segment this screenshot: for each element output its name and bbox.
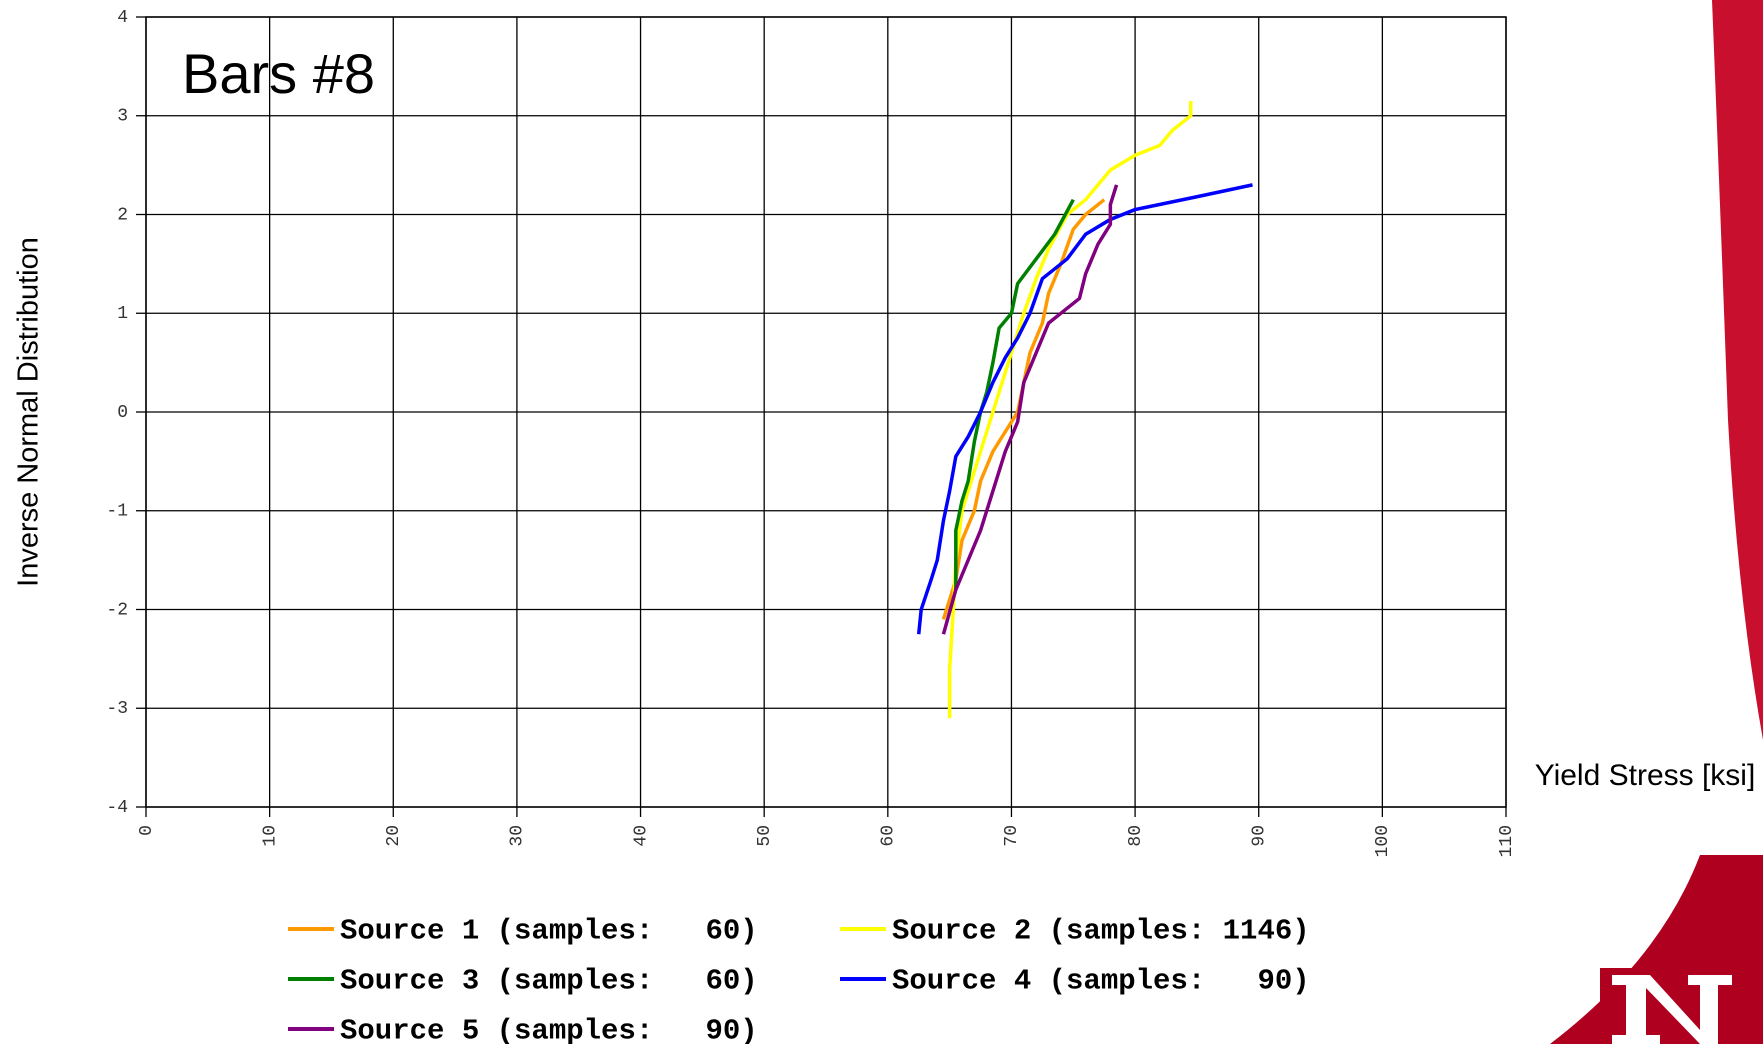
legend-label: Source 1 (samples: 60) (340, 915, 758, 948)
decor-swoosh (1712, 0, 1763, 740)
y-tick-label: -2 (106, 600, 128, 620)
y-tick-label: -1 (106, 502, 128, 522)
x-tick-label: 60 (879, 825, 899, 847)
x-tick-label: 30 (508, 825, 528, 847)
legend-label: Source 4 (samples: 90) (892, 965, 1310, 998)
legend-label: Source 2 (samples: 1146) (892, 915, 1310, 948)
y-tick-label: 3 (117, 107, 128, 127)
x-tick-label: 0 (137, 825, 157, 836)
chart-title: Bars #8 (182, 42, 375, 105)
x-axis-label: Yield Stress [ksi] (1534, 759, 1756, 792)
x-tick-label: 20 (384, 825, 404, 847)
y-tick-label: 2 (117, 205, 128, 225)
data-line (954, 198, 1075, 590)
y-tick-label: 0 (117, 403, 128, 423)
logo-n (1612, 975, 1732, 1044)
y-tick-label: -4 (106, 798, 128, 818)
logo (1600, 968, 1740, 1044)
x-tick-label: 100 (1373, 825, 1393, 857)
legend-label: Source 5 (samples: 90) (340, 1015, 758, 1044)
y-tick-label: -3 (106, 699, 128, 719)
legend-label: Source 3 (samples: 60) (340, 965, 758, 998)
data-line (941, 198, 1106, 620)
x-tick-label: 90 (1249, 825, 1269, 847)
x-tick-label: 40 (631, 825, 651, 847)
y-tick-label: 1 (117, 304, 128, 324)
x-tick-label: 50 (755, 825, 775, 847)
x-tick-label: 10 (260, 825, 280, 847)
y-axis-label: Inverse Normal Distribution (13, 237, 45, 587)
x-tick-label: 80 (1126, 825, 1146, 847)
x-tick-label: 70 (1002, 825, 1022, 847)
data-line (947, 100, 1193, 719)
data-line (916, 183, 1253, 635)
x-tick-label: 110 (1497, 825, 1517, 857)
data-line (941, 184, 1119, 635)
y-tick-label: 4 (117, 8, 128, 28)
